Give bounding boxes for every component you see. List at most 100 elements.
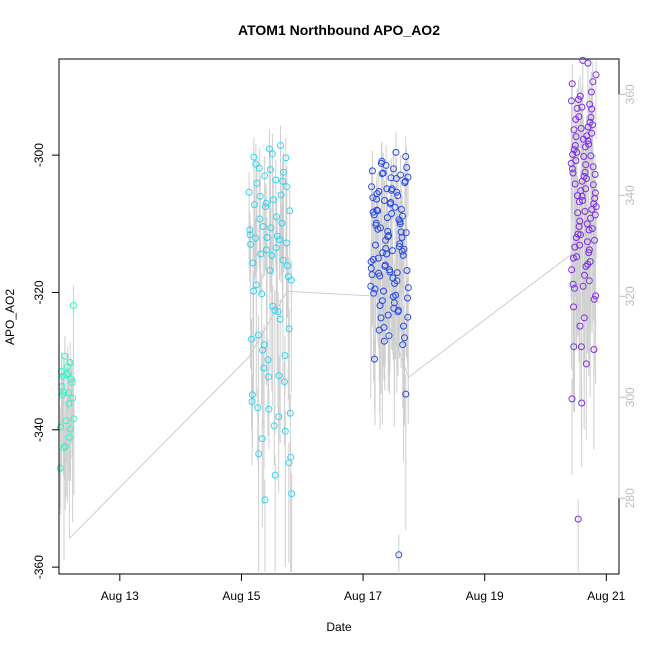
data-point xyxy=(591,170,599,178)
data-point xyxy=(282,154,290,162)
data-point xyxy=(269,196,277,204)
data-point xyxy=(263,234,271,241)
data-point xyxy=(254,331,262,339)
data-point xyxy=(57,423,65,431)
data-point xyxy=(248,398,256,406)
data-point xyxy=(590,346,598,353)
data-point xyxy=(585,140,593,148)
data-point xyxy=(578,192,586,200)
data-point xyxy=(263,246,270,254)
data-point xyxy=(280,168,287,176)
data-point xyxy=(262,203,270,211)
data-point xyxy=(63,371,71,379)
data-point xyxy=(393,269,401,277)
data-point xyxy=(404,284,412,292)
data-point xyxy=(68,378,76,386)
data-point xyxy=(388,185,396,193)
data-point xyxy=(584,137,592,145)
data-point xyxy=(258,290,266,298)
data-point xyxy=(384,227,392,235)
data-point xyxy=(245,188,253,196)
data-point xyxy=(585,277,593,285)
data-point xyxy=(65,400,73,408)
data-point xyxy=(277,142,284,149)
data-point xyxy=(260,364,268,372)
data-point xyxy=(266,267,274,274)
data-point xyxy=(583,238,591,246)
data-point xyxy=(570,303,578,311)
data-point xyxy=(398,212,406,220)
data-point xyxy=(246,226,254,234)
data-point xyxy=(403,267,411,274)
data-point xyxy=(402,229,410,237)
data-point xyxy=(395,306,402,314)
y-axis-label: APO_AO2 xyxy=(3,289,17,345)
data-point xyxy=(65,433,73,441)
data-point xyxy=(388,247,396,255)
x-tick-label: Aug 21 xyxy=(587,589,625,603)
data-point xyxy=(281,427,289,435)
data-point xyxy=(272,244,280,252)
data-point xyxy=(69,394,77,402)
data-point xyxy=(396,220,404,228)
data-point xyxy=(256,215,264,223)
data-point xyxy=(69,302,77,309)
data-point xyxy=(587,113,595,121)
data-point xyxy=(581,271,588,279)
data-point xyxy=(265,405,273,413)
data-point xyxy=(591,189,599,197)
data-point xyxy=(579,282,587,290)
data-point xyxy=(587,88,595,96)
data-point xyxy=(591,236,598,244)
data-point xyxy=(568,395,576,403)
data-point xyxy=(569,254,577,262)
data-point xyxy=(580,172,588,180)
data-point xyxy=(255,164,263,172)
data-point xyxy=(251,234,259,242)
data-point xyxy=(588,105,596,113)
data-point xyxy=(575,113,583,121)
data-point xyxy=(252,281,260,289)
data-point xyxy=(568,165,576,173)
data-point xyxy=(383,214,391,222)
data-point xyxy=(574,515,582,523)
data-point xyxy=(268,150,276,158)
data-point xyxy=(252,160,260,168)
data-point xyxy=(56,464,64,472)
data-point xyxy=(592,292,600,300)
data-point xyxy=(368,183,376,191)
data-point xyxy=(582,360,590,368)
data-point xyxy=(382,161,390,169)
y-right-tick-label: 320 xyxy=(623,286,637,306)
y-right-tick-label: 340 xyxy=(623,185,637,205)
data-point xyxy=(247,240,255,248)
data-point xyxy=(381,197,388,204)
data-point xyxy=(63,363,71,371)
data-point xyxy=(248,391,256,399)
data-point xyxy=(249,259,257,267)
data-point xyxy=(257,250,265,258)
data-point xyxy=(61,352,69,360)
y-axis: -360 -340 -320 -300 xyxy=(32,143,60,579)
data-point xyxy=(391,203,399,211)
y-right-tick-label: 300 xyxy=(623,387,637,407)
data-point xyxy=(278,219,286,227)
data-point xyxy=(393,277,401,285)
data-point xyxy=(283,183,291,191)
data-point xyxy=(369,256,377,263)
y-tick-label: -320 xyxy=(32,280,46,304)
data-point xyxy=(380,324,388,331)
y-right-tick-label: 280 xyxy=(623,488,637,508)
data-point xyxy=(579,56,587,64)
data-point xyxy=(262,199,270,207)
data-point xyxy=(385,232,393,239)
data-point xyxy=(61,442,69,450)
data-point xyxy=(269,302,277,310)
data-point xyxy=(592,71,600,79)
data-point xyxy=(255,450,263,458)
data-point xyxy=(286,409,294,417)
data-point xyxy=(588,225,596,233)
data-point xyxy=(580,153,588,160)
data-point xyxy=(400,322,407,330)
data-point xyxy=(569,150,577,158)
